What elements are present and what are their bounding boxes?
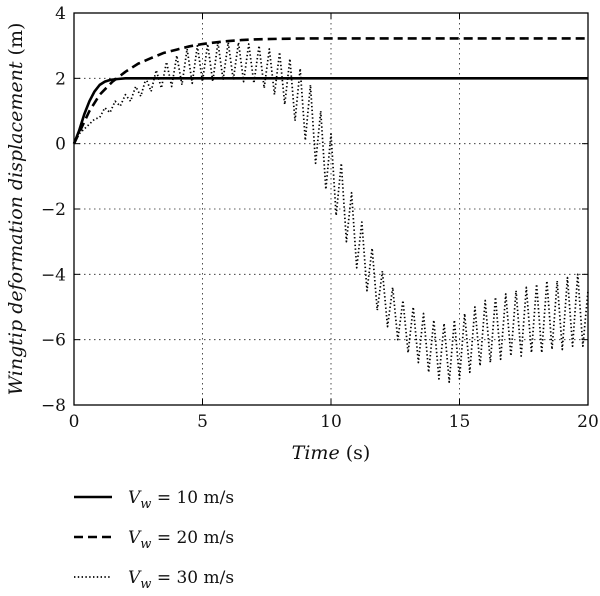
legend-label-1: Vw = 10 m/s [128,488,234,512]
x-axis-label: Time (s) [292,442,371,464]
y-tick-label: −2 [41,200,66,220]
legend-label-base: V [128,528,142,548]
legend-label-base: V [128,488,142,508]
y-axis-label: Wingtip deformation displacement (m) [5,23,27,396]
legend-label-rest: = 10 m/s [151,488,234,508]
y-tick-label: −6 [41,331,66,351]
y-axis-label-unit: (m) [5,23,27,56]
legend-label-3: Vw = 30 m/s [128,568,234,592]
legend-label-rest: = 30 m/s [151,568,234,588]
x-tick-label: 5 [197,412,208,432]
y-tick-label: 0 [55,135,66,155]
series-line-2 [72,37,588,145]
legend-label-2: Vw = 20 m/s [128,528,234,552]
x-tick-label: 20 [577,412,599,432]
y-tick-label: −4 [41,265,66,285]
legend-label-rest: = 20 m/s [151,528,234,548]
y-axis-label-main: Wingtip deformation displacement [5,61,27,395]
legend-label-base: V [128,568,142,588]
series-lines [72,37,589,383]
x-axis-label-unit: (s) [346,442,371,464]
x-tick-label: 15 [449,412,471,432]
series-line-3 [73,41,589,383]
legend-label-sub: w [140,537,151,552]
y-tick-label: 2 [55,69,66,89]
series-line-1 [72,77,588,145]
legend-label-sub: w [140,577,151,592]
x-tick-label: 0 [69,412,80,432]
ticks [73,12,589,406]
legend-label-sub: w [140,497,151,512]
legend: Vw = 10 m/sVw = 20 m/sVw = 30 m/s [74,488,234,592]
x-tick-label: 10 [320,412,342,432]
y-tick-label: −8 [41,396,66,416]
x-axis-label-main: Time [292,442,340,464]
y-tick-label: 4 [55,4,66,24]
